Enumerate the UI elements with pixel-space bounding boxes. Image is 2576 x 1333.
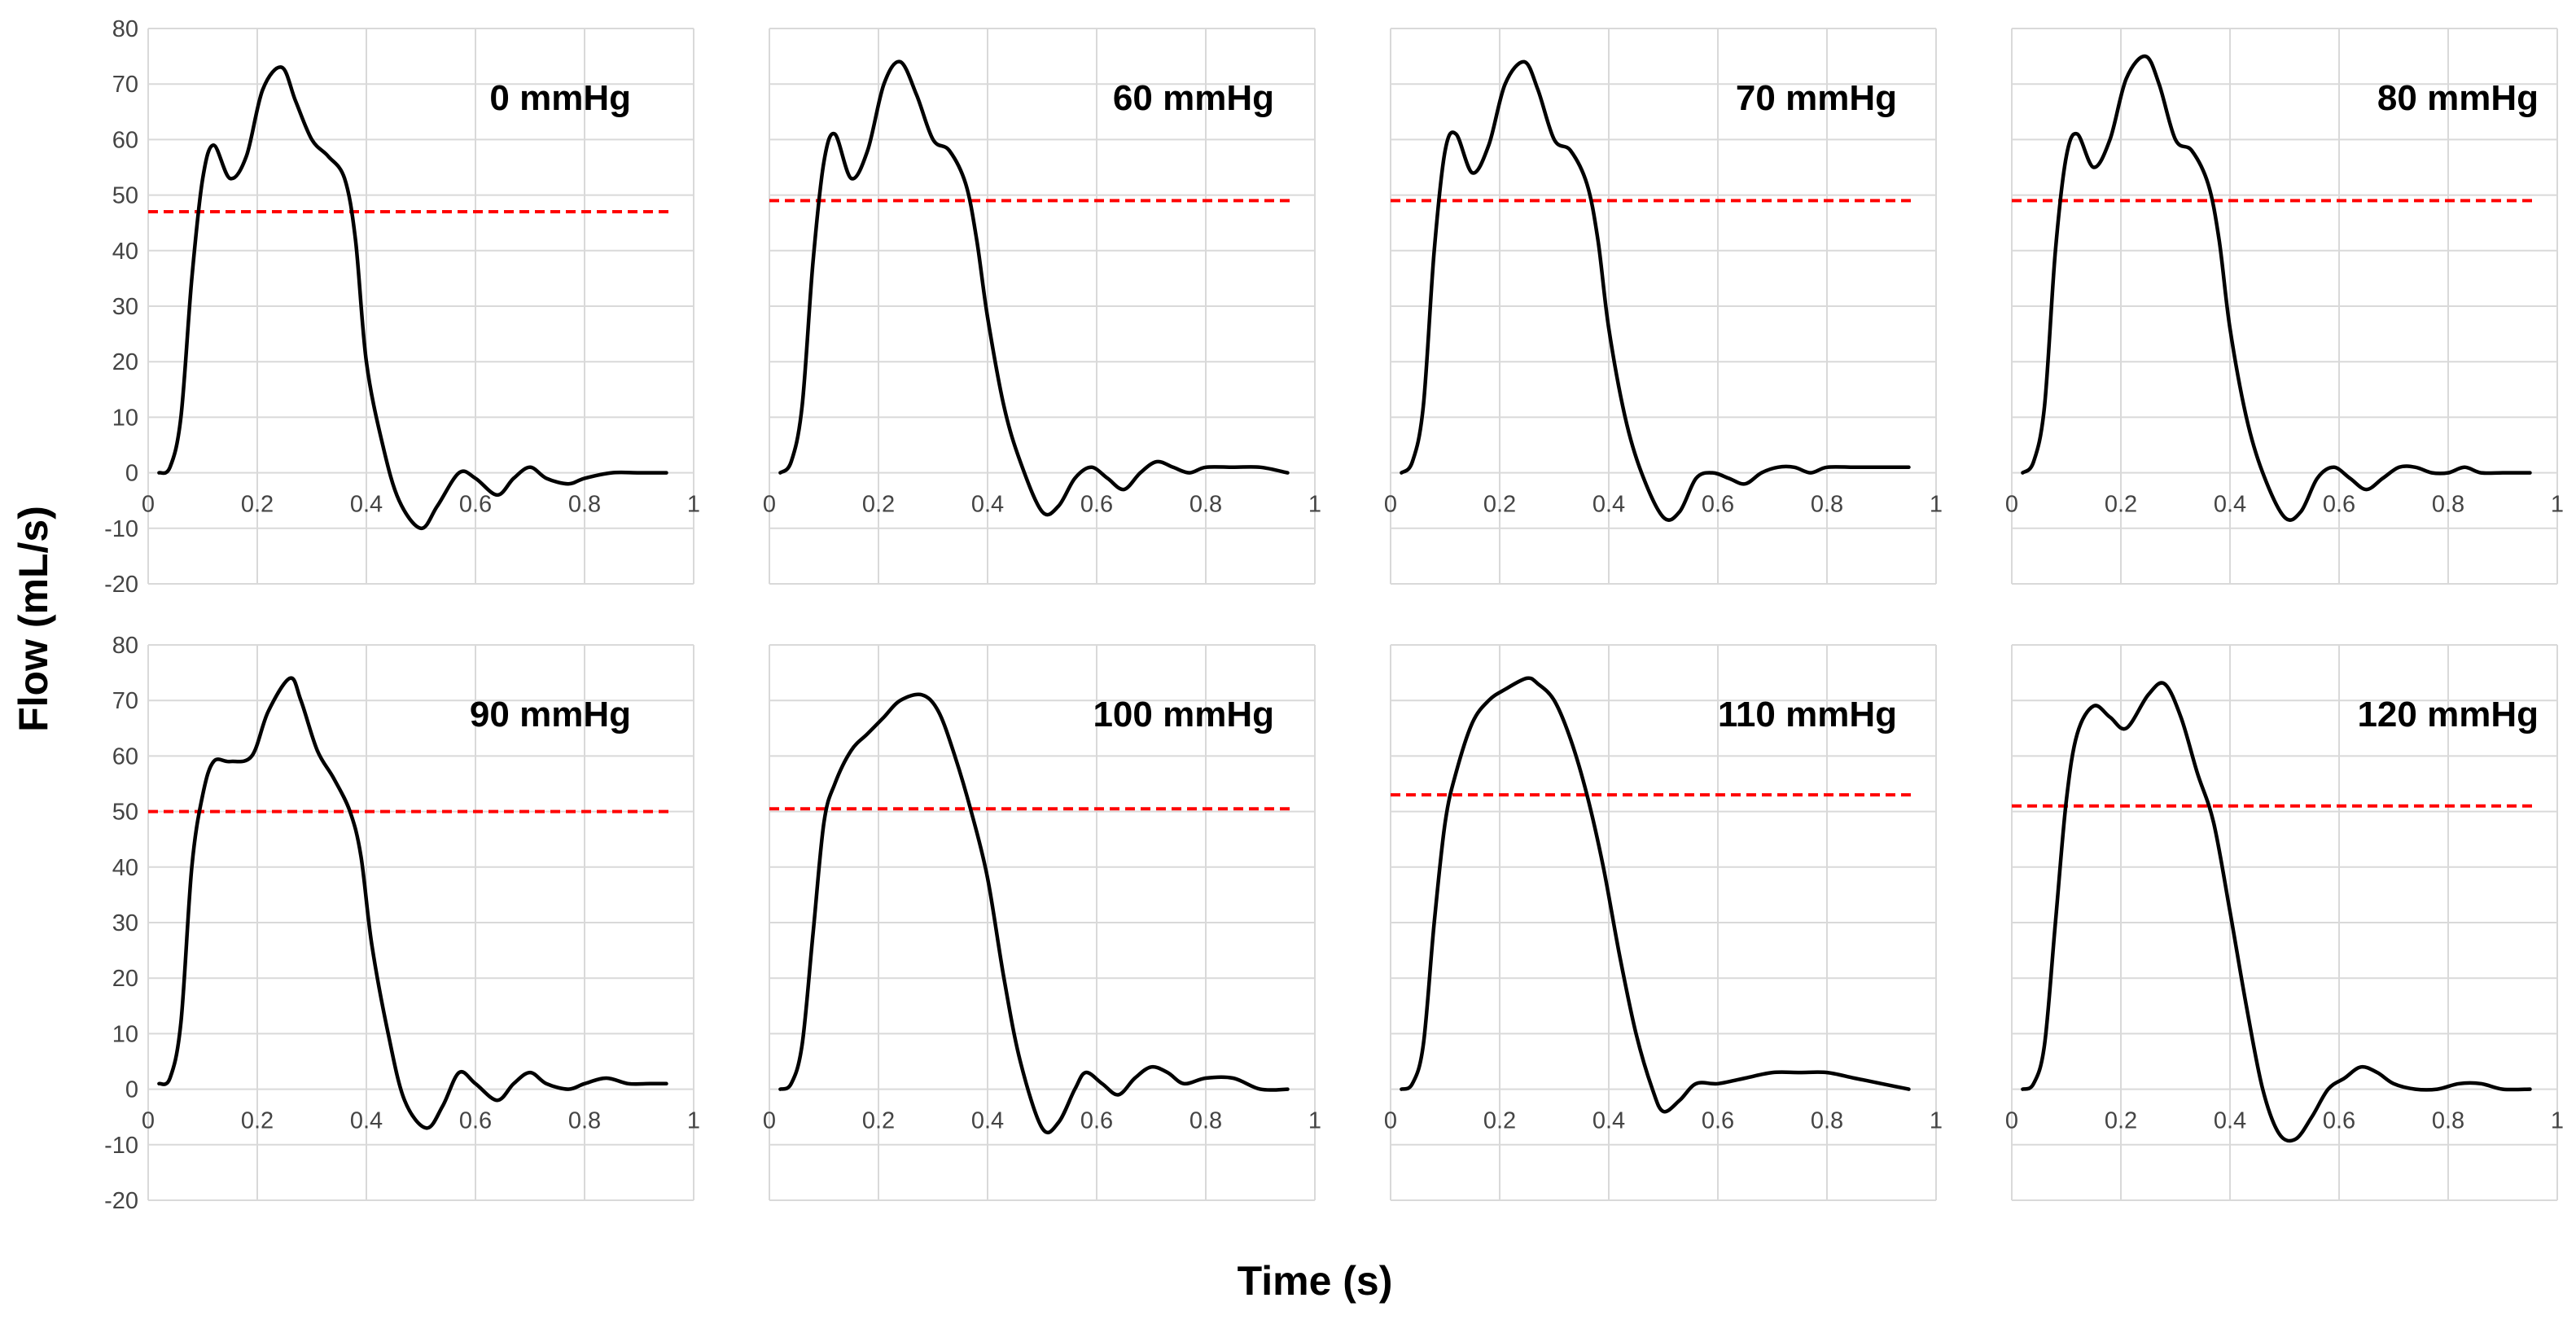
x-tick-label: 0.4: [2214, 1108, 2246, 1134]
x-tick-label: 1: [1308, 1108, 1321, 1134]
x-tick-label: 0.4: [971, 492, 1004, 518]
x-tick-label: 0.2: [1483, 1108, 1516, 1134]
chart-panel: 0 0.2 0.4 0.6 0.8 1 120 mmHg: [2005, 644, 2564, 1201]
panel-label: 0 mmHg: [489, 78, 631, 118]
x-tick-label: 0.8: [2432, 1108, 2464, 1134]
panel-label: 100 mmHg: [1093, 695, 1274, 734]
x-tick-label: 0.4: [1592, 492, 1625, 518]
x-tick-label: 0.2: [2105, 1108, 2137, 1134]
flow-line: [1400, 676, 1911, 1114]
x-tick-label: 1: [1308, 492, 1321, 518]
x-tick-label: 0.6: [2323, 492, 2355, 518]
x-tick-label: 0.2: [241, 492, 274, 518]
y-tick-label: 20: [112, 966, 138, 992]
panel-label: 120 mmHg: [2357, 695, 2539, 734]
y-tick-label: -10: [104, 516, 138, 542]
x-tick-label: 0.8: [1811, 1108, 1843, 1134]
chart-panel: 0 0.2 0.4 0.6 0.8 1 70 mmHg: [1384, 28, 1943, 585]
chart-panel: 0 0.2 0.4 0.6 0.8 1 60 mmHg: [763, 28, 1321, 585]
x-tick-label: 0.6: [459, 1108, 492, 1134]
x-tick-label: 0.6: [1080, 1108, 1113, 1134]
x-tick-label: 0.6: [459, 492, 492, 518]
y-tick-label: 30: [112, 294, 138, 320]
y-tick-label: 60: [112, 743, 138, 770]
x-tick-label: 0.8: [2432, 492, 2464, 518]
y-tick-label: 30: [112, 910, 138, 936]
y-tick-label: 0: [125, 461, 138, 487]
x-tick-label: 0.6: [1702, 1108, 1734, 1134]
x-tick-label: 0.8: [1189, 1108, 1222, 1134]
y-tick-label: 0: [125, 1077, 138, 1103]
x-tick-label: 0: [1384, 492, 1397, 518]
y-tick-label: 60: [112, 127, 138, 153]
x-axis-title: Time (s): [1238, 1258, 1393, 1304]
x-tick-label: 1: [687, 492, 700, 518]
x-tick-label: 1: [687, 1108, 700, 1134]
y-tick-label: 20: [112, 349, 138, 375]
x-tick-label: 0.4: [1592, 1108, 1625, 1134]
y-tick-label: 10: [112, 405, 138, 431]
flow-line: [2021, 54, 2532, 522]
y-tick-label: 40: [112, 855, 138, 881]
y-tick-label: 10: [112, 1021, 138, 1047]
x-tick-label: 1: [2551, 1108, 2564, 1134]
flow-line: [1400, 59, 1911, 522]
x-tick-label: 0.8: [568, 1108, 601, 1134]
panel-label: 80 mmHg: [2377, 78, 2539, 118]
panel-label: 70 mmHg: [1736, 78, 1897, 118]
flow-line: [157, 676, 668, 1130]
y-tick-label: -20: [104, 572, 138, 598]
x-tick-label: 0: [142, 1108, 155, 1134]
panel-label: 90 mmHg: [470, 695, 631, 734]
x-tick-label: 1: [1930, 492, 1943, 518]
y-tick-label: -10: [104, 1133, 138, 1159]
x-tick-label: 0.2: [241, 1108, 274, 1134]
x-tick-label: 0: [1384, 1108, 1397, 1134]
y-tick-label: 80: [112, 16, 138, 42]
x-tick-label: 1: [2551, 492, 2564, 518]
y-tick-label: 80: [112, 633, 138, 659]
y-tick-label: 70: [112, 688, 138, 714]
x-tick-label: 0.4: [971, 1108, 1004, 1134]
x-tick-label: 0: [2005, 492, 2018, 518]
y-axis-title: Flow (mL/s): [11, 506, 56, 732]
x-tick-label: 0.2: [2105, 492, 2137, 518]
x-tick-label: 1: [1930, 1108, 1943, 1134]
flow-line: [778, 692, 1290, 1134]
x-tick-label: 0: [763, 492, 776, 518]
flow-line: [157, 65, 668, 531]
y-tick-label: -20: [104, 1188, 138, 1214]
x-tick-label: 0.8: [1811, 492, 1843, 518]
x-tick-label: 0.2: [862, 492, 895, 518]
chart-panel: 0 0.2 0.4 0.6 0.8 1 110 mmHg: [1384, 644, 1943, 1201]
x-tick-label: 0.2: [1483, 492, 1516, 518]
x-tick-label: 0.6: [1080, 492, 1113, 518]
chart-panel: 0 0.2 0.4 0.6 0.8 1 100 mmHg: [763, 644, 1321, 1201]
y-tick-label: 70: [112, 72, 138, 98]
x-tick-label: 0: [763, 1108, 776, 1134]
x-tick-label: 0.6: [2323, 1108, 2355, 1134]
panel-label: 110 mmHg: [1718, 695, 1897, 734]
x-tick-label: 0.4: [350, 492, 383, 518]
x-tick-label: 0.8: [568, 492, 601, 518]
x-tick-label: 0: [2005, 1108, 2018, 1134]
y-tick-label: 50: [112, 800, 138, 826]
flow-line: [778, 59, 1290, 517]
x-tick-label: 0.4: [2214, 492, 2246, 518]
x-tick-label: 0.4: [350, 1108, 383, 1134]
flow-line: [2021, 681, 2532, 1143]
x-tick-label: 0.8: [1189, 492, 1222, 518]
y-tick-label: 50: [112, 183, 138, 209]
panel-label: 60 mmHg: [1113, 78, 1274, 118]
chart-panel: 0 0.2 0.4 0.6 0.8 1 80 mmHg: [2005, 28, 2564, 585]
x-tick-label: 0.2: [862, 1108, 895, 1134]
x-tick-label: 0: [142, 492, 155, 518]
x-tick-label: 0.6: [1702, 492, 1734, 518]
y-tick-label: 40: [112, 239, 138, 265]
